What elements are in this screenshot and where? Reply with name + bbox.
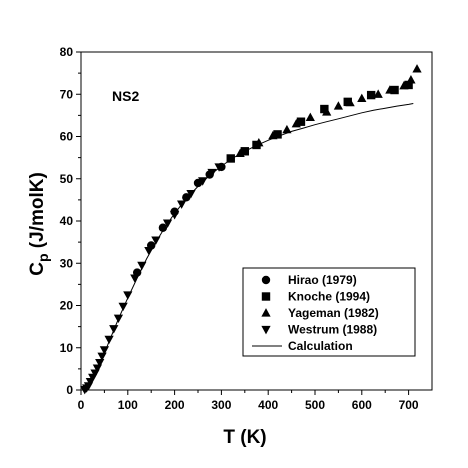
legend-label: Hirao (1979) (288, 273, 357, 287)
y-axis-title: Cp (J/molK) (27, 172, 51, 276)
data-point (385, 85, 395, 94)
data-point (390, 85, 399, 95)
y-tick-label: 30 (60, 256, 74, 270)
series-calculation (83, 103, 414, 391)
x-tick-label: 400 (258, 398, 278, 412)
data-point (412, 64, 422, 73)
data-point (404, 80, 413, 90)
y-axis-title-unit: (J/molK) (27, 172, 48, 253)
y-axis-title-sub: p (35, 253, 51, 262)
legend-marker (261, 292, 271, 301)
data-point (345, 97, 355, 107)
chart-annotation: NS2 (112, 88, 139, 104)
data-point (254, 138, 264, 147)
data-point (158, 223, 168, 232)
data-point (104, 335, 114, 345)
x-tick-label: 600 (352, 398, 372, 412)
data-point (226, 154, 235, 163)
series-knoche-1994 (226, 80, 413, 163)
legend-item: Calculation (252, 339, 353, 353)
data-point (366, 90, 376, 100)
data-point (322, 107, 332, 116)
data-point (296, 117, 306, 126)
x-axis-title: T (K) (223, 427, 266, 448)
calculation-line (83, 103, 414, 391)
y-tick-label: 40 (60, 214, 74, 228)
legend-label: Westrum (1988) (288, 323, 377, 337)
legend-label: Calculation (288, 339, 353, 353)
data-point (95, 358, 105, 368)
data-point (399, 80, 409, 90)
x-tick-label: 100 (118, 398, 138, 412)
y-tick-label: 80 (60, 45, 74, 59)
x-tick-label: 200 (165, 398, 185, 412)
data-point (273, 130, 282, 139)
data-point (118, 302, 128, 312)
legend-items: Hirao (1979) Knoche (1994) Yageman (1982) W… (252, 273, 379, 353)
data-point (305, 112, 315, 122)
y-axis-title-main: C (27, 262, 48, 276)
legend-marker (261, 325, 271, 335)
data-point (343, 97, 352, 107)
x-axis-ticks: 0 100 200 300 400 500 600 700 (78, 390, 419, 412)
series-layer (80, 64, 422, 395)
data-point (320, 104, 329, 114)
legend-item: Yageman (1982) (261, 306, 379, 320)
y-tick-label: 70 (60, 87, 74, 101)
legend-label: Yageman (1982) (288, 306, 379, 320)
data-point (333, 101, 344, 110)
x-tick-label: 0 (78, 398, 85, 412)
y-tick-label: 50 (60, 172, 74, 186)
data-point (130, 274, 140, 283)
data-point (97, 352, 107, 362)
x-tick-label: 500 (305, 398, 325, 412)
series-hirao-1979 (132, 162, 226, 277)
x-tick-label: 300 (211, 398, 231, 412)
data-point (169, 211, 180, 220)
data-point (373, 89, 383, 98)
legend: Hirao (1979) Knoche (1994) Yageman (1982) W… (242, 267, 416, 357)
data-point (282, 124, 292, 134)
legend-marker (261, 308, 271, 317)
data-point (291, 118, 301, 128)
data-point (357, 93, 367, 103)
y-tick-label: 60 (60, 130, 74, 144)
data-point (144, 247, 154, 256)
y-tick-label: 0 (66, 383, 73, 397)
x-tick-label: 700 (399, 398, 419, 412)
y-tick-label: 20 (60, 299, 74, 313)
legend-item: Westrum (1988) (261, 323, 377, 337)
data-point (182, 193, 191, 202)
data-point (406, 75, 416, 84)
legend-box (242, 267, 416, 357)
legend-marker (261, 275, 271, 285)
y-tick-label: 10 (60, 341, 74, 355)
legend-item: Knoche (1994) (261, 290, 370, 304)
legend-label: Knoche (1994) (288, 290, 370, 304)
legend-item: Hirao (1979) (261, 273, 357, 287)
y-axis-ticks: 0 10 20 30 40 50 60 70 80 (60, 45, 81, 397)
series-yageman-1982 (235, 64, 422, 157)
